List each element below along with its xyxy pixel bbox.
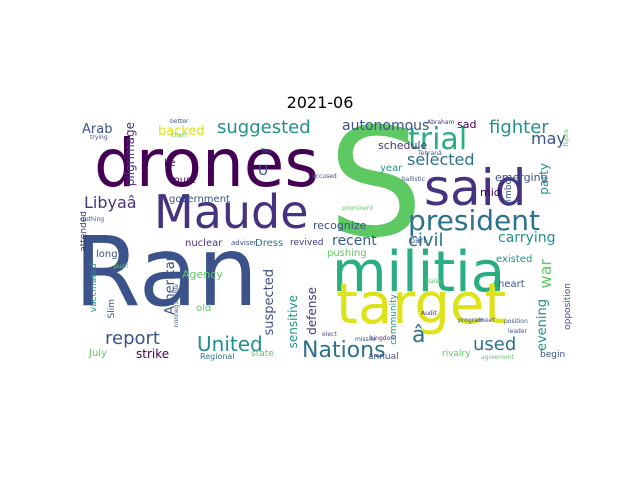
- word-adviser: adviser: [231, 239, 257, 247]
- word-suspected: suspected: [262, 269, 277, 336]
- word-elect: elect: [322, 331, 337, 338]
- word-report: report: [105, 328, 160, 349]
- word-autonomous: autonomous: [342, 119, 430, 134]
- word-missile: missile: [355, 336, 376, 343]
- word-sad: sad: [457, 119, 477, 131]
- word-party: party: [537, 163, 551, 195]
- word-war: war: [536, 259, 555, 289]
- word-agency: Agency: [182, 268, 223, 281]
- word-prominent: prominent: [342, 205, 373, 212]
- word-rivalry: rivalry: [442, 349, 471, 359]
- word-militia: militia: [332, 240, 506, 305]
- word-abraham: Abraham: [427, 119, 455, 126]
- word-community: community: [389, 294, 399, 345]
- word-position: position: [504, 318, 528, 325]
- word-tehran: Tehranâ: [418, 150, 442, 157]
- word-lie: lie: [164, 158, 176, 169]
- word-chart: chart: [171, 132, 187, 139]
- word-pilgrimage: pilgrimage: [123, 122, 137, 187]
- word-evening: evening: [535, 299, 550, 352]
- word-emerging: emerging: [495, 171, 548, 184]
- word-must: must: [170, 175, 196, 186]
- word-target: target: [336, 272, 507, 337]
- word-may: may: [531, 129, 566, 148]
- word-nonnegotiable: nonnegotiable: [173, 284, 180, 328]
- word-nuclear: nuclear: [185, 238, 223, 249]
- word-said: said: [424, 159, 527, 217]
- word-program: program: [458, 317, 484, 324]
- word-sensitive: sensitive: [286, 295, 300, 349]
- word-long: long: [96, 249, 118, 260]
- word-defense: defense: [305, 287, 319, 335]
- word-s: S: [328, 119, 424, 271]
- word-clothing: clothing: [80, 216, 105, 223]
- word-kingdom: kingdom: [370, 335, 397, 342]
- word-limbo: limbo: [504, 179, 514, 204]
- word-raise: Raise: [426, 278, 443, 285]
- word-recent: recent: [332, 233, 377, 249]
- word-leader: leader: [508, 328, 528, 335]
- word-ballistic: ballistic: [402, 176, 425, 183]
- word-vaccinated: vaccinated: [89, 263, 99, 313]
- word-two: Two: [261, 148, 273, 155]
- word-begin: begin: [540, 350, 566, 360]
- word-year: year: [380, 163, 403, 174]
- word-existed: existed: [496, 254, 533, 265]
- word-revived: revived: [290, 238, 324, 248]
- word-regional: Regional: [200, 352, 235, 361]
- word-government: government: [169, 194, 230, 205]
- chart-title: 2021-06: [286, 93, 354, 112]
- word-used: used: [473, 334, 517, 355]
- word-u: U: [258, 163, 269, 179]
- word-backed: backed: [158, 124, 205, 139]
- word-ran: Ran: [80, 216, 259, 328]
- word-pushing: pushing: [327, 248, 367, 259]
- word-meet: meet: [479, 317, 495, 324]
- word-slim: Slim: [107, 299, 117, 319]
- word-july: July: [89, 348, 107, 359]
- word-arab: Arab: [82, 122, 113, 137]
- word-state: state: [251, 349, 274, 359]
- word-strike: strike: [136, 347, 170, 361]
- word-trial: trial: [408, 122, 468, 157]
- word-figure: figure: [563, 129, 570, 147]
- word-mid: mid: [480, 186, 501, 199]
- word-recognize: recognize: [313, 219, 367, 232]
- word-old: old: [196, 303, 212, 314]
- word-maude: Maude: [154, 185, 309, 239]
- word-agreement: agreement: [481, 354, 514, 361]
- word-a-hat: â: [412, 323, 426, 348]
- word-annual: annual: [368, 352, 399, 362]
- word-libyaa: Libyaâ: [84, 193, 137, 212]
- word-selected: selected: [407, 150, 475, 169]
- word-opposition: opposition: [563, 283, 573, 330]
- word-president: president: [408, 204, 540, 237]
- word-part: part: [410, 236, 427, 245]
- word-schedule: schedule: [378, 139, 428, 152]
- word-accused: accused: [312, 173, 337, 180]
- word-trying: trying: [90, 134, 108, 141]
- word-attended: attended: [80, 211, 89, 252]
- word-fighter: fighter: [489, 119, 549, 138]
- word-better: better: [170, 119, 189, 125]
- word-cloud: Ran S drones said militia target Maude p…: [80, 119, 576, 368]
- word-heart: heart: [498, 279, 525, 290]
- word-push: push: [114, 263, 129, 270]
- word-carrying: carrying: [498, 230, 556, 246]
- word-united: United: [197, 332, 263, 356]
- word-audit: Audit: [421, 310, 437, 317]
- word-drones: drones: [94, 125, 319, 202]
- word-dress: Dress: [255, 238, 284, 249]
- word-suggested: suggested: [217, 119, 311, 138]
- word-civil: civil: [408, 230, 444, 251]
- word-nations: Nations: [302, 338, 386, 363]
